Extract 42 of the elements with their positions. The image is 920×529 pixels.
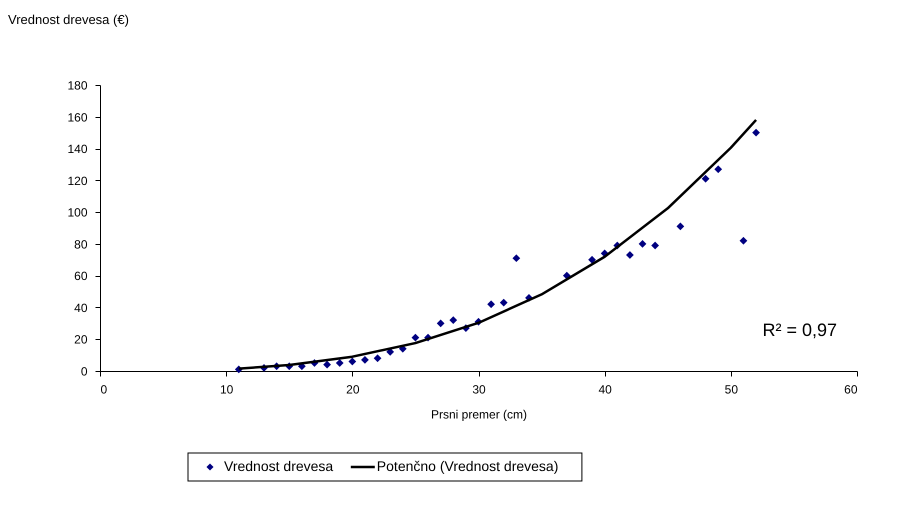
y-tick-label: 20 [74, 332, 88, 347]
point [500, 298, 508, 307]
legend-label: Vrednost drevesa [224, 458, 334, 474]
legend-label: Potenčno (Vrednost drevesa) [376, 458, 558, 474]
x-tick-label: 50 [724, 382, 738, 396]
y-tick-label: 60 [74, 269, 88, 284]
point [638, 240, 646, 248]
point [336, 359, 344, 367]
point [512, 254, 520, 262]
x-tick-label: 60 [844, 382, 858, 396]
point [361, 356, 369, 364]
point [740, 236, 748, 245]
point [348, 358, 356, 366]
x-tick-label: 40 [598, 382, 612, 396]
point [412, 334, 420, 342]
x-tick-label: 20 [346, 382, 360, 396]
y-tick-label: 100 [67, 206, 88, 220]
point [752, 128, 760, 137]
point [449, 316, 458, 324]
x-tick-label: 10 [220, 382, 234, 396]
annotation: R² = 0,97 [762, 320, 837, 340]
point [436, 319, 445, 328]
x-tick-label: 0 [100, 382, 108, 396]
point [626, 251, 634, 259]
point [374, 354, 382, 362]
point [714, 165, 722, 174]
point [323, 360, 331, 369]
point [588, 256, 596, 264]
point [487, 300, 495, 308]
y-tick-label: 180 [67, 78, 88, 92]
y-axis-title: Vrednost drevesa (€) [8, 12, 129, 27]
x-tick-label: 30 [472, 382, 486, 396]
y-tick-label: 120 [67, 174, 88, 188]
point [676, 222, 684, 230]
y-tick-label: 0 [80, 364, 88, 378]
y-tick-label: 80 [74, 237, 88, 252]
point [702, 174, 710, 183]
y-tick-label: 140 [67, 142, 88, 156]
x-axis-title: Prsni premer (cm) [430, 408, 528, 422]
point [651, 242, 660, 250]
y-tick-label: 40 [74, 300, 88, 315]
y-tick-label: 160 [67, 110, 88, 124]
